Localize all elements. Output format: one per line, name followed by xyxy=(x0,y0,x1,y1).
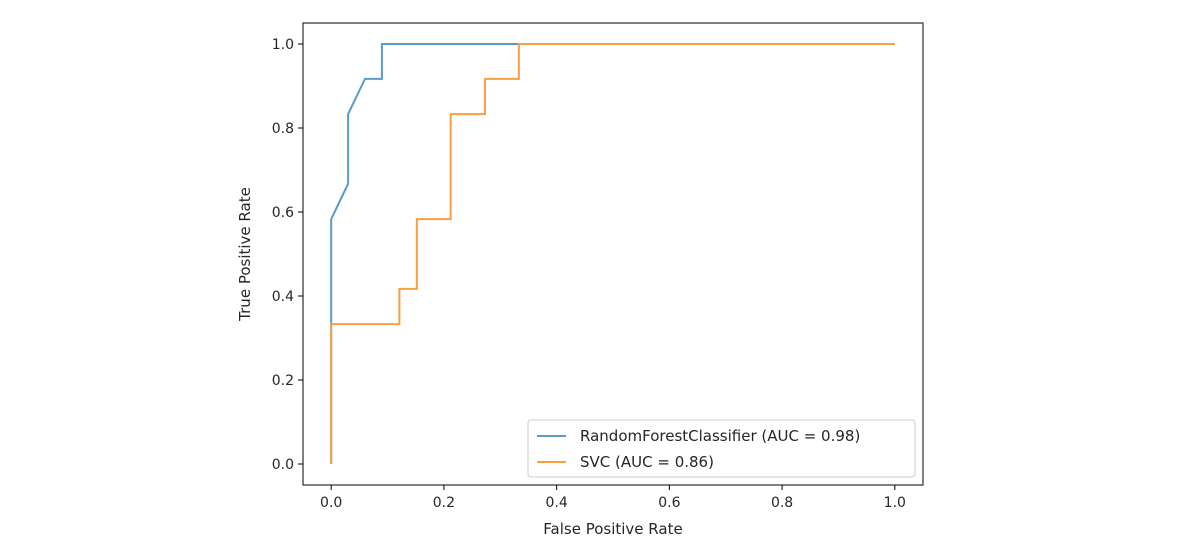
x-tick-label: 0.8 xyxy=(771,495,793,511)
ticks-layer: 0.0 0.2 0.4 0.6 0.8 1.0 0.0 0.2 0.4 0.6 0.8 1.0 xyxy=(272,37,906,511)
legend-box xyxy=(527,419,916,478)
legend-label: SVC (AUC = 0.86) xyxy=(580,453,714,471)
series-line-random-forest xyxy=(330,43,895,464)
x-tick-label: 0.6 xyxy=(658,495,680,511)
x-tick-label: 0.0 xyxy=(320,495,342,511)
y-tick-label: 0.6 xyxy=(272,205,294,221)
legend-entries: RandomForestClassifier (AUC = 0.98) SVC (… xyxy=(537,427,860,471)
y-tick-label: 0.0 xyxy=(272,457,294,473)
series-line-svc xyxy=(330,43,895,464)
x-tick-label: 0.4 xyxy=(546,495,568,511)
x-tick-label: 0.2 xyxy=(433,495,455,511)
x-axis-label: False Positive Rate xyxy=(543,520,682,538)
plot-frame xyxy=(302,22,924,486)
y-axis-label: True Positive Rate xyxy=(236,187,254,322)
legend-label: RandomForestClassifier (AUC = 0.98) xyxy=(580,427,860,445)
series-layer xyxy=(330,43,895,464)
legend: RandomForestClassifier (AUC = 0.98) SVC (… xyxy=(527,419,916,478)
y-tick-label: 0.4 xyxy=(272,289,294,305)
y-tick-label: 1.0 xyxy=(272,37,294,53)
x-tick-label: 1.0 xyxy=(884,495,906,511)
y-tick-label: 0.2 xyxy=(272,373,294,389)
y-tick-label: 0.8 xyxy=(272,121,294,137)
